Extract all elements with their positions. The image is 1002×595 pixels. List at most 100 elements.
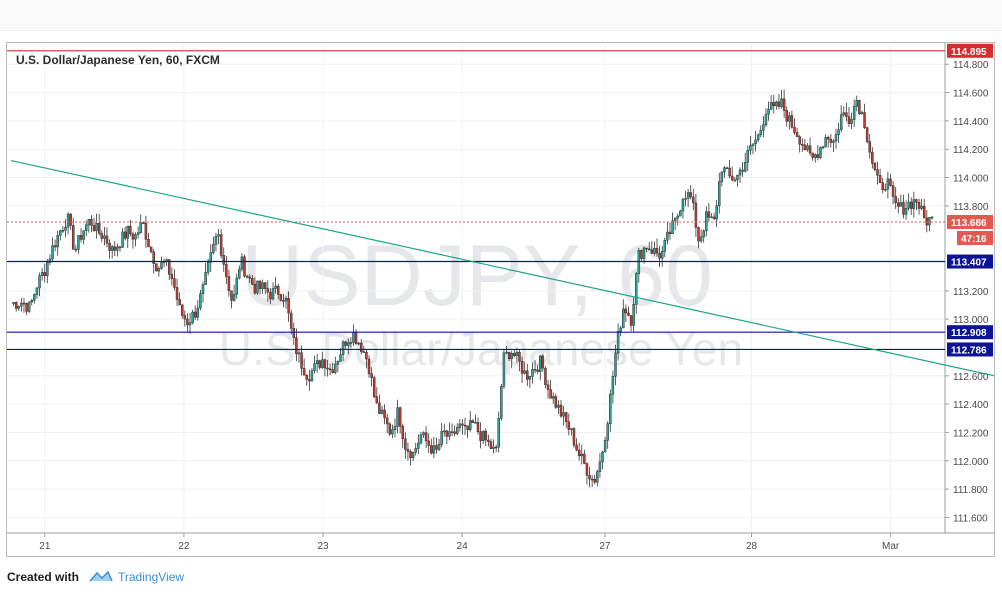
candle-body bbox=[539, 355, 542, 372]
candle-body bbox=[785, 110, 788, 122]
candle-body bbox=[458, 423, 462, 428]
candle-body bbox=[455, 427, 459, 434]
candle-body bbox=[819, 147, 822, 158]
candle-body bbox=[904, 208, 908, 215]
candle-body bbox=[214, 235, 218, 245]
y-tick-label: 113.200 bbox=[953, 287, 989, 298]
candle-body bbox=[909, 201, 913, 209]
candle-body bbox=[206, 261, 210, 273]
candle-body bbox=[378, 402, 381, 414]
candle-body bbox=[77, 235, 80, 250]
candle-body bbox=[409, 451, 412, 459]
candle-body bbox=[375, 396, 379, 404]
candle-body bbox=[336, 361, 340, 365]
candle-body bbox=[596, 471, 599, 483]
candle-body bbox=[715, 205, 718, 220]
candle-body bbox=[603, 440, 607, 453]
y-tick-label: 114.600 bbox=[953, 89, 989, 100]
candle-body bbox=[510, 353, 513, 360]
candle-body bbox=[380, 409, 384, 414]
candle-body bbox=[471, 420, 475, 423]
candle-body bbox=[121, 231, 124, 248]
y-tick-label: 113.800 bbox=[953, 202, 989, 213]
candle-body bbox=[258, 280, 262, 289]
candle-body bbox=[806, 145, 809, 151]
candle-body bbox=[767, 108, 770, 115]
candle-body bbox=[40, 272, 44, 276]
current-price-tag bbox=[947, 215, 993, 230]
candle-body bbox=[284, 298, 288, 302]
candle-body bbox=[256, 280, 259, 294]
candle-body bbox=[492, 446, 495, 449]
candle-body bbox=[559, 404, 563, 417]
candle-body bbox=[367, 358, 371, 374]
candle-body bbox=[718, 181, 721, 206]
candle-body bbox=[370, 373, 373, 379]
candle-body bbox=[248, 276, 251, 279]
candle-body bbox=[79, 235, 83, 240]
candle-body bbox=[829, 138, 833, 143]
candle-body bbox=[549, 389, 552, 399]
candle-body bbox=[103, 235, 106, 239]
candle-body bbox=[276, 285, 280, 295]
candle-body bbox=[876, 169, 879, 176]
candle-body bbox=[468, 420, 472, 431]
x-tick-label: 28 bbox=[746, 541, 758, 552]
candle-body bbox=[393, 426, 397, 430]
candle-body bbox=[186, 318, 189, 326]
candle-body bbox=[741, 169, 744, 172]
candle-body bbox=[136, 232, 140, 235]
candle-body bbox=[891, 185, 895, 197]
candle-body bbox=[212, 244, 215, 253]
candle-body bbox=[583, 453, 586, 464]
candle-body bbox=[430, 445, 433, 454]
countdown-tag bbox=[957, 231, 993, 246]
candle-body bbox=[860, 112, 864, 115]
candle-body bbox=[321, 359, 324, 368]
candle-body bbox=[694, 202, 698, 228]
candle-body bbox=[20, 302, 23, 307]
candle-body bbox=[396, 407, 399, 427]
candle-body bbox=[183, 315, 187, 320]
candle-body bbox=[225, 264, 228, 277]
candle-body bbox=[707, 211, 711, 218]
candle-body bbox=[474, 422, 477, 424]
candle-body bbox=[609, 394, 612, 424]
candle-body bbox=[204, 272, 207, 285]
candle-body bbox=[261, 282, 264, 289]
candle-body bbox=[588, 474, 591, 480]
candle-body bbox=[82, 230, 85, 240]
candle-body bbox=[292, 328, 296, 338]
candle-body bbox=[640, 250, 643, 259]
candle-body bbox=[523, 370, 526, 374]
candle-body bbox=[84, 224, 88, 231]
candle-body bbox=[385, 417, 389, 425]
price-chart[interactable]: USDJPY, 60U.S. Dollar/Japanese Yen114.80… bbox=[7, 43, 994, 556]
candle-body bbox=[17, 305, 21, 309]
candle-body bbox=[850, 119, 853, 124]
candle-body bbox=[440, 431, 443, 445]
candle-body bbox=[466, 425, 469, 431]
candle-body bbox=[323, 359, 327, 369]
candle-body bbox=[590, 478, 594, 481]
candle-body bbox=[671, 220, 674, 235]
candle-body bbox=[147, 239, 150, 248]
candle-body bbox=[871, 151, 874, 164]
candle-body bbox=[852, 106, 856, 120]
candle-body bbox=[391, 429, 394, 435]
candle-body bbox=[269, 291, 272, 300]
candle-body bbox=[46, 262, 49, 277]
candle-body bbox=[712, 216, 716, 220]
candle-body bbox=[411, 451, 415, 459]
candle-body bbox=[126, 225, 129, 239]
tradingview-link[interactable]: TradingView bbox=[118, 570, 185, 584]
candle-body bbox=[334, 363, 337, 373]
candle-body bbox=[209, 252, 213, 263]
candle-body bbox=[611, 376, 615, 395]
candle-body bbox=[915, 199, 918, 203]
candle-body bbox=[450, 431, 454, 433]
candle-body bbox=[889, 178, 892, 186]
candle-body bbox=[790, 115, 794, 128]
candle-body bbox=[570, 428, 573, 430]
candle-body bbox=[263, 282, 267, 289]
